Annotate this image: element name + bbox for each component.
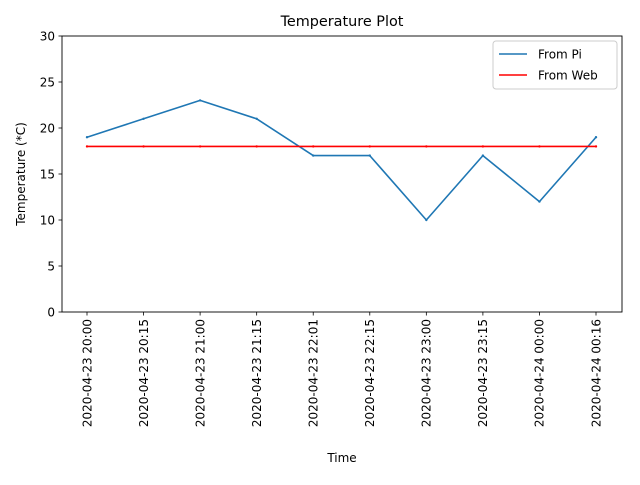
y-tick-label: 30 [40, 29, 55, 43]
x-tick-label: 2020-04-24 00:00 [533, 319, 547, 427]
x-tick-label: 2020-04-23 23:00 [420, 319, 434, 427]
data-point-from-web-9 [594, 145, 598, 148]
y-tick-label: 15 [40, 167, 55, 181]
data-point-from-pi-2 [198, 99, 202, 102]
data-point-from-web-3 [255, 145, 258, 148]
x-tick-label: 2020-04-23 21:15 [250, 319, 264, 427]
legend-box [492, 40, 618, 90]
y-tick-label: 5 [47, 259, 55, 273]
legend: From Pi From Web [492, 40, 618, 90]
chart-title: Temperature Plot [280, 14, 404, 30]
x-tick-label: 2020-04-23 22:01 [307, 319, 321, 427]
data-point-from-web-6 [425, 145, 428, 148]
y-axis: 0 5 10 15 20 25 30 [40, 29, 62, 319]
data-point-from-pi-1 [142, 117, 145, 121]
data-point-from-pi-4 [312, 154, 315, 157]
data-point-from-pi-7 [481, 154, 485, 157]
x-axis: 2020-04-23 20:00 2020-04-23 20:15 2020-04-… [80, 312, 603, 427]
data-point-from-web-8 [538, 145, 541, 148]
y-tick-label: 25 [40, 75, 55, 89]
data-point-from-pi-8 [538, 200, 541, 203]
data-point-from-pi-6 [425, 218, 428, 222]
y-tick-label: 20 [40, 121, 55, 135]
data-point-from-web-0 [85, 145, 89, 148]
x-tick-label: 2020-04-23 20:00 [80, 319, 94, 427]
data-point-from-pi-9 [594, 136, 598, 139]
x-tick-label: 2020-04-23 21:00 [193, 319, 207, 427]
x-tick-label: 2020-04-23 22:15 [363, 319, 377, 427]
legend-label-from-web: From Web [538, 69, 598, 83]
series-layer [85, 99, 598, 222]
data-point-from-pi-0 [85, 136, 89, 139]
data-point-from-web-4 [312, 145, 315, 148]
data-point-from-pi-5 [368, 154, 371, 157]
y-tick-label: 10 [40, 213, 55, 227]
y-axis-label: Temperature (*C) [14, 122, 28, 227]
data-point-from-pi-3 [255, 117, 258, 121]
data-point-from-web-2 [198, 145, 202, 148]
series-line-from-pi [85, 99, 598, 221]
data-point-from-web-1 [142, 145, 145, 148]
legend-label-from-pi: From Pi [538, 48, 582, 62]
y-tick-label: 0 [47, 305, 55, 319]
x-tick-label: 2020-04-23 23:15 [476, 319, 490, 427]
data-point-from-web-5 [368, 145, 371, 148]
x-axis-label: Time [326, 451, 356, 465]
data-point-from-web-7 [481, 145, 485, 148]
x-tick-label: 2020-04-24 00:16 [589, 319, 603, 427]
x-tick-label: 2020-04-23 20:15 [137, 319, 151, 427]
